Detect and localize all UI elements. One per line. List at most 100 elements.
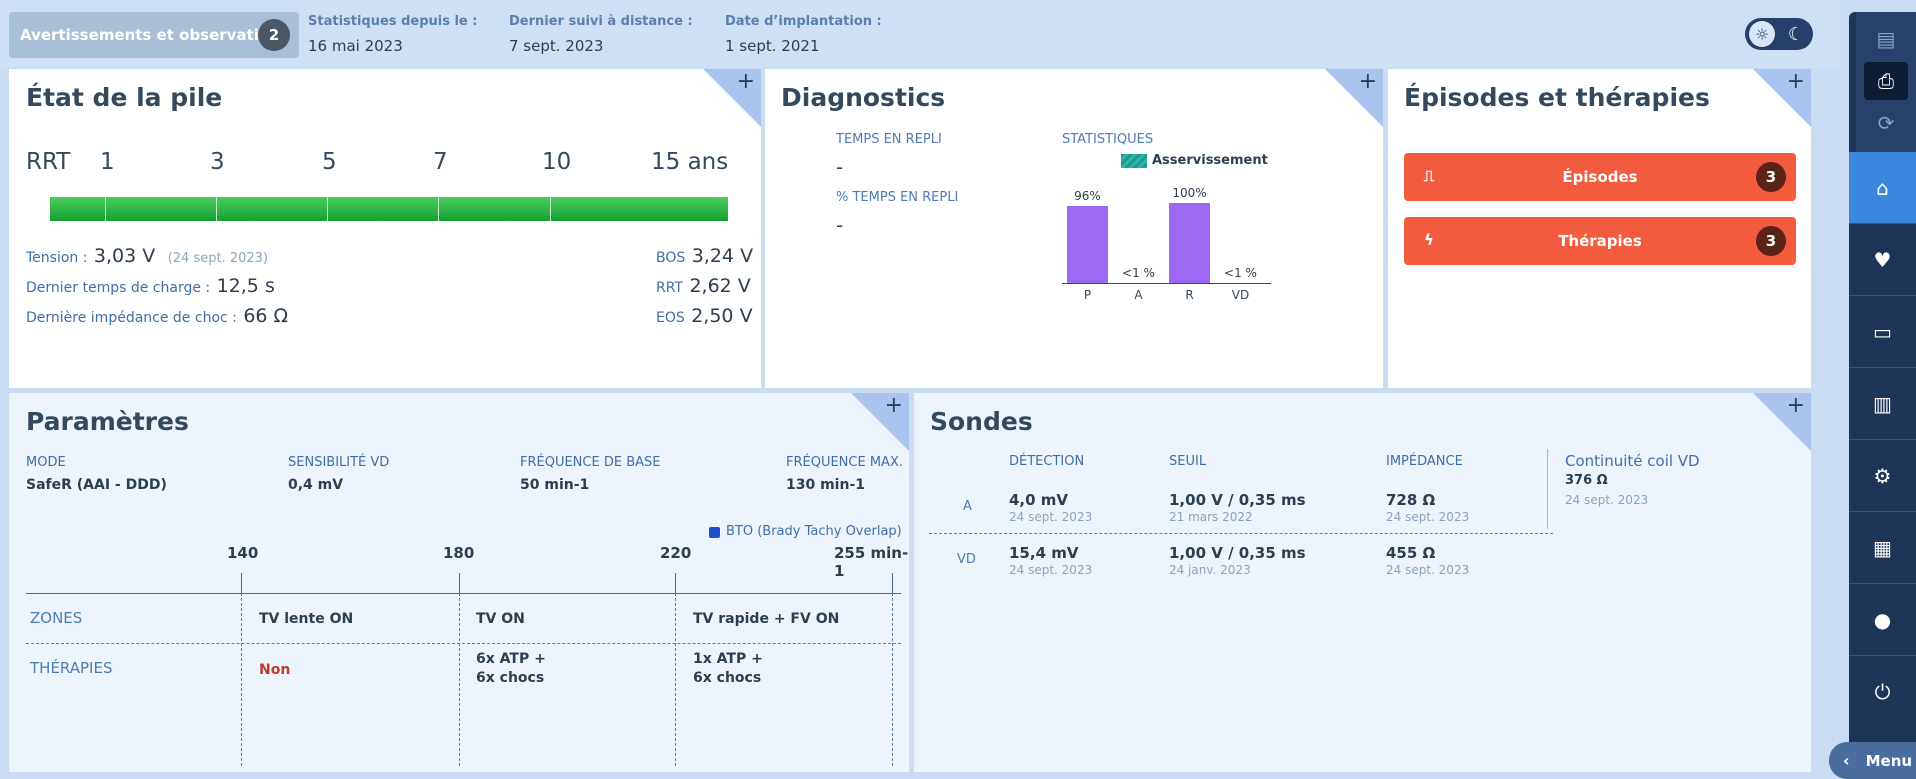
col-divider [892,593,893,766]
scale-tick: 10 [542,149,572,175]
episodes-button[interactable]: ⎍ Épisodes 3 [1404,153,1796,201]
sensibilite-label: SENSIBILITÉ VD [288,455,390,470]
parametres-expand-icon[interactable]: + [884,393,903,418]
stat-implant-label: Date d’implantation : [725,14,882,29]
zones-axis [26,593,901,594]
episodes-label: Épisodes [1562,168,1638,186]
zone-cell: TV rapide + FV ON [693,611,840,627]
chart-icon[interactable]: ▥ [1849,368,1916,440]
impedance-value: 455 Ω [1386,544,1436,562]
scale-tick: 3 [210,149,225,175]
therapy-line: 6x chocs [476,670,545,686]
bos-row: BOS 3,24 V [656,245,753,267]
bar-divider [550,197,551,221]
impedance-label: Dernière impédance de choc : [26,310,237,326]
user-icon[interactable]: ● [1849,584,1916,656]
parametres-panel: Paramètres + MODE SafeR (AAI - DDD) SENS… [9,393,909,772]
chart-data-label: 100% [1172,186,1207,200]
parametres-title: Paramètres [26,407,189,436]
scale-tick: 1 [100,149,115,175]
mode-label: MODE [26,455,66,470]
axis-255: 255 min-1 [834,544,909,580]
stat-since-label: Statistiques depuis le : [308,14,478,29]
gear-icon[interactable]: ⚙ [1849,440,1916,512]
document-icon[interactable]: ▤ [1876,27,1896,51]
freq-base-value: 50 min-1 [520,477,590,493]
chart-x-label: P [1083,288,1092,302]
battery-expand-icon[interactable]: + [736,69,755,94]
freq-base-label: FRÉQUENCE DE BASE [520,455,661,470]
battery-corner[interactable] [703,69,761,127]
chart-bar [1169,203,1210,283]
stats-chart: 96% P <1 % A 100% R <1 % VD [1062,184,1312,384]
axis-tick [459,573,460,593]
charge-label: Dernier temps de charge : [26,280,211,296]
eos-value: 2,50 V [691,305,753,327]
home-icon[interactable]: ⌂ [1849,152,1916,224]
impedance-value: 66 Ω [243,305,289,327]
chart-data-label: 96% [1074,189,1101,204]
episodes-expand-icon[interactable]: + [1786,69,1805,94]
axis-tick [241,573,242,593]
sync-icon[interactable]: ⟳ [1877,111,1895,135]
axis-180: 180 [443,544,475,562]
seuil-header: SEUIL [1169,454,1207,469]
therapy-cell: 6x ATP + 6x chocs [476,650,546,688]
impedance-date: 24 sept. 2023 [1386,510,1470,524]
sun-icon[interactable]: ☼ [1749,21,1775,47]
power-icon[interactable]: ⏻ [1874,680,1891,704]
warnings-count-badge: 2 [258,19,290,51]
episodes-corner[interactable] [1753,69,1811,127]
chart-bar [1067,206,1108,283]
impedance-value: 728 Ω [1386,491,1436,509]
diagnostics-expand-icon[interactable]: + [1358,69,1377,94]
detection-value: 4,0 mV [1009,491,1069,509]
monitor-icon[interactable]: ▭ [1849,296,1916,368]
eos-label: EOS [656,310,685,326]
sondes-corner[interactable] [1753,393,1811,451]
charge-value: 12,5 s [216,275,275,297]
diagnostics-title: Diagnostics [781,83,946,112]
impedance-header: IMPÉDANCE [1386,454,1463,469]
battery-scale: RRT 1 3 5 7 10 15 ans [9,149,761,189]
scale-tick: 15 ans [651,149,729,175]
mode-value: SafeR (AAI - DDD) [26,477,167,493]
axis-220: 220 [660,544,692,562]
warnings-button[interactable]: Avertissements et observations 2 [9,12,299,58]
repli-pct-label: % TEMPS EN REPLI [836,190,959,205]
detection-value: 15,4 mV [1009,544,1079,562]
moon-icon[interactable]: ☾ [1787,23,1805,45]
seuil-date: 24 janv. 2023 [1169,563,1251,577]
zones-label: ZONES [30,609,83,627]
coil-label: Continuité coil VD [1565,452,1700,470]
diagnostics-corner[interactable] [1325,69,1383,127]
charge-row: Dernier temps de charge : 12,5 s [26,275,275,297]
therapies-button[interactable]: ϟ Thérapies 3 [1404,217,1796,265]
zone-cell: TV lente ON [259,611,354,627]
stat-implant-value: 1 sept. 2021 [725,37,820,55]
legend-swatch [1121,154,1147,168]
battery-title: État de la pile [26,83,223,112]
parametres-corner[interactable] [851,393,909,451]
menu-button[interactable]: ‹ Menu [1829,742,1916,779]
heart-pulse-icon[interactable]: ♥ [1849,224,1916,296]
therapy-line: Non [259,662,291,678]
stat-last-remote-value: 7 sept. 2023 [509,37,604,55]
report-icon[interactable]: ▦ [1849,512,1916,584]
stat-last-remote-label: Dernier suivi à distance : [509,14,693,29]
top-bar: Avertissements et observations 2 Statist… [0,0,1840,68]
episodes-title: Épisodes et thérapies [1404,83,1710,112]
sondes-expand-icon[interactable]: + [1786,393,1805,418]
coil-value: 376 Ω [1565,473,1608,488]
freq-max-value: 130 min-1 [786,477,866,493]
zone-cell: TV ON [476,611,525,627]
rrt-label: RRT [656,280,683,296]
sondes-row-divider [929,533,1553,534]
tension-value: 3,03 V [93,245,156,267]
impedance-row: Dernière impédance de choc : 66 Ω [26,305,288,327]
bar-divider [327,197,328,221]
warnings-label: Avertissements et observations [20,26,289,44]
print-icon[interactable]: ⎙ [1864,62,1908,100]
sidebar: ▤ ⎙ ⟳ ⌂ ♥ ▭ ▥ ⚙ ▦ ● ⏻ [1849,12,1916,779]
theme-toggle[interactable]: ☼ ☾ [1745,18,1813,50]
